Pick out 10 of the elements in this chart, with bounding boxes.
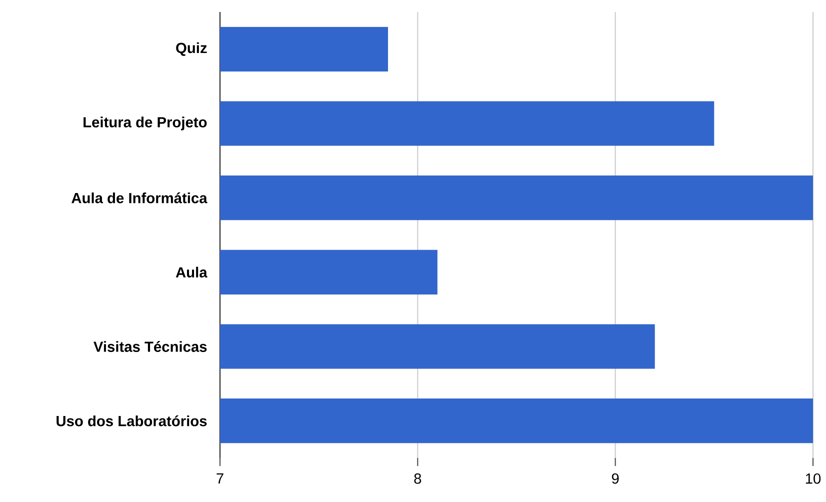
y-tick-label: Uso dos Laboratórios	[56, 415, 207, 426]
y-tick-label: Leitura de Projeto	[84, 116, 207, 130]
x-tick-label: 8	[414, 473, 422, 484]
y-tick-label: Aula	[176, 266, 208, 278]
y-tick-label: Quiz	[176, 42, 207, 56]
x-tick-label: 9	[612, 473, 619, 484]
y-tick-label: Aula de Informática	[72, 192, 208, 204]
x-tick-label: 10	[806, 473, 821, 484]
y-tick-label: Visitas Técnicas	[94, 341, 207, 352]
x-tick-label: 7	[216, 473, 224, 484]
